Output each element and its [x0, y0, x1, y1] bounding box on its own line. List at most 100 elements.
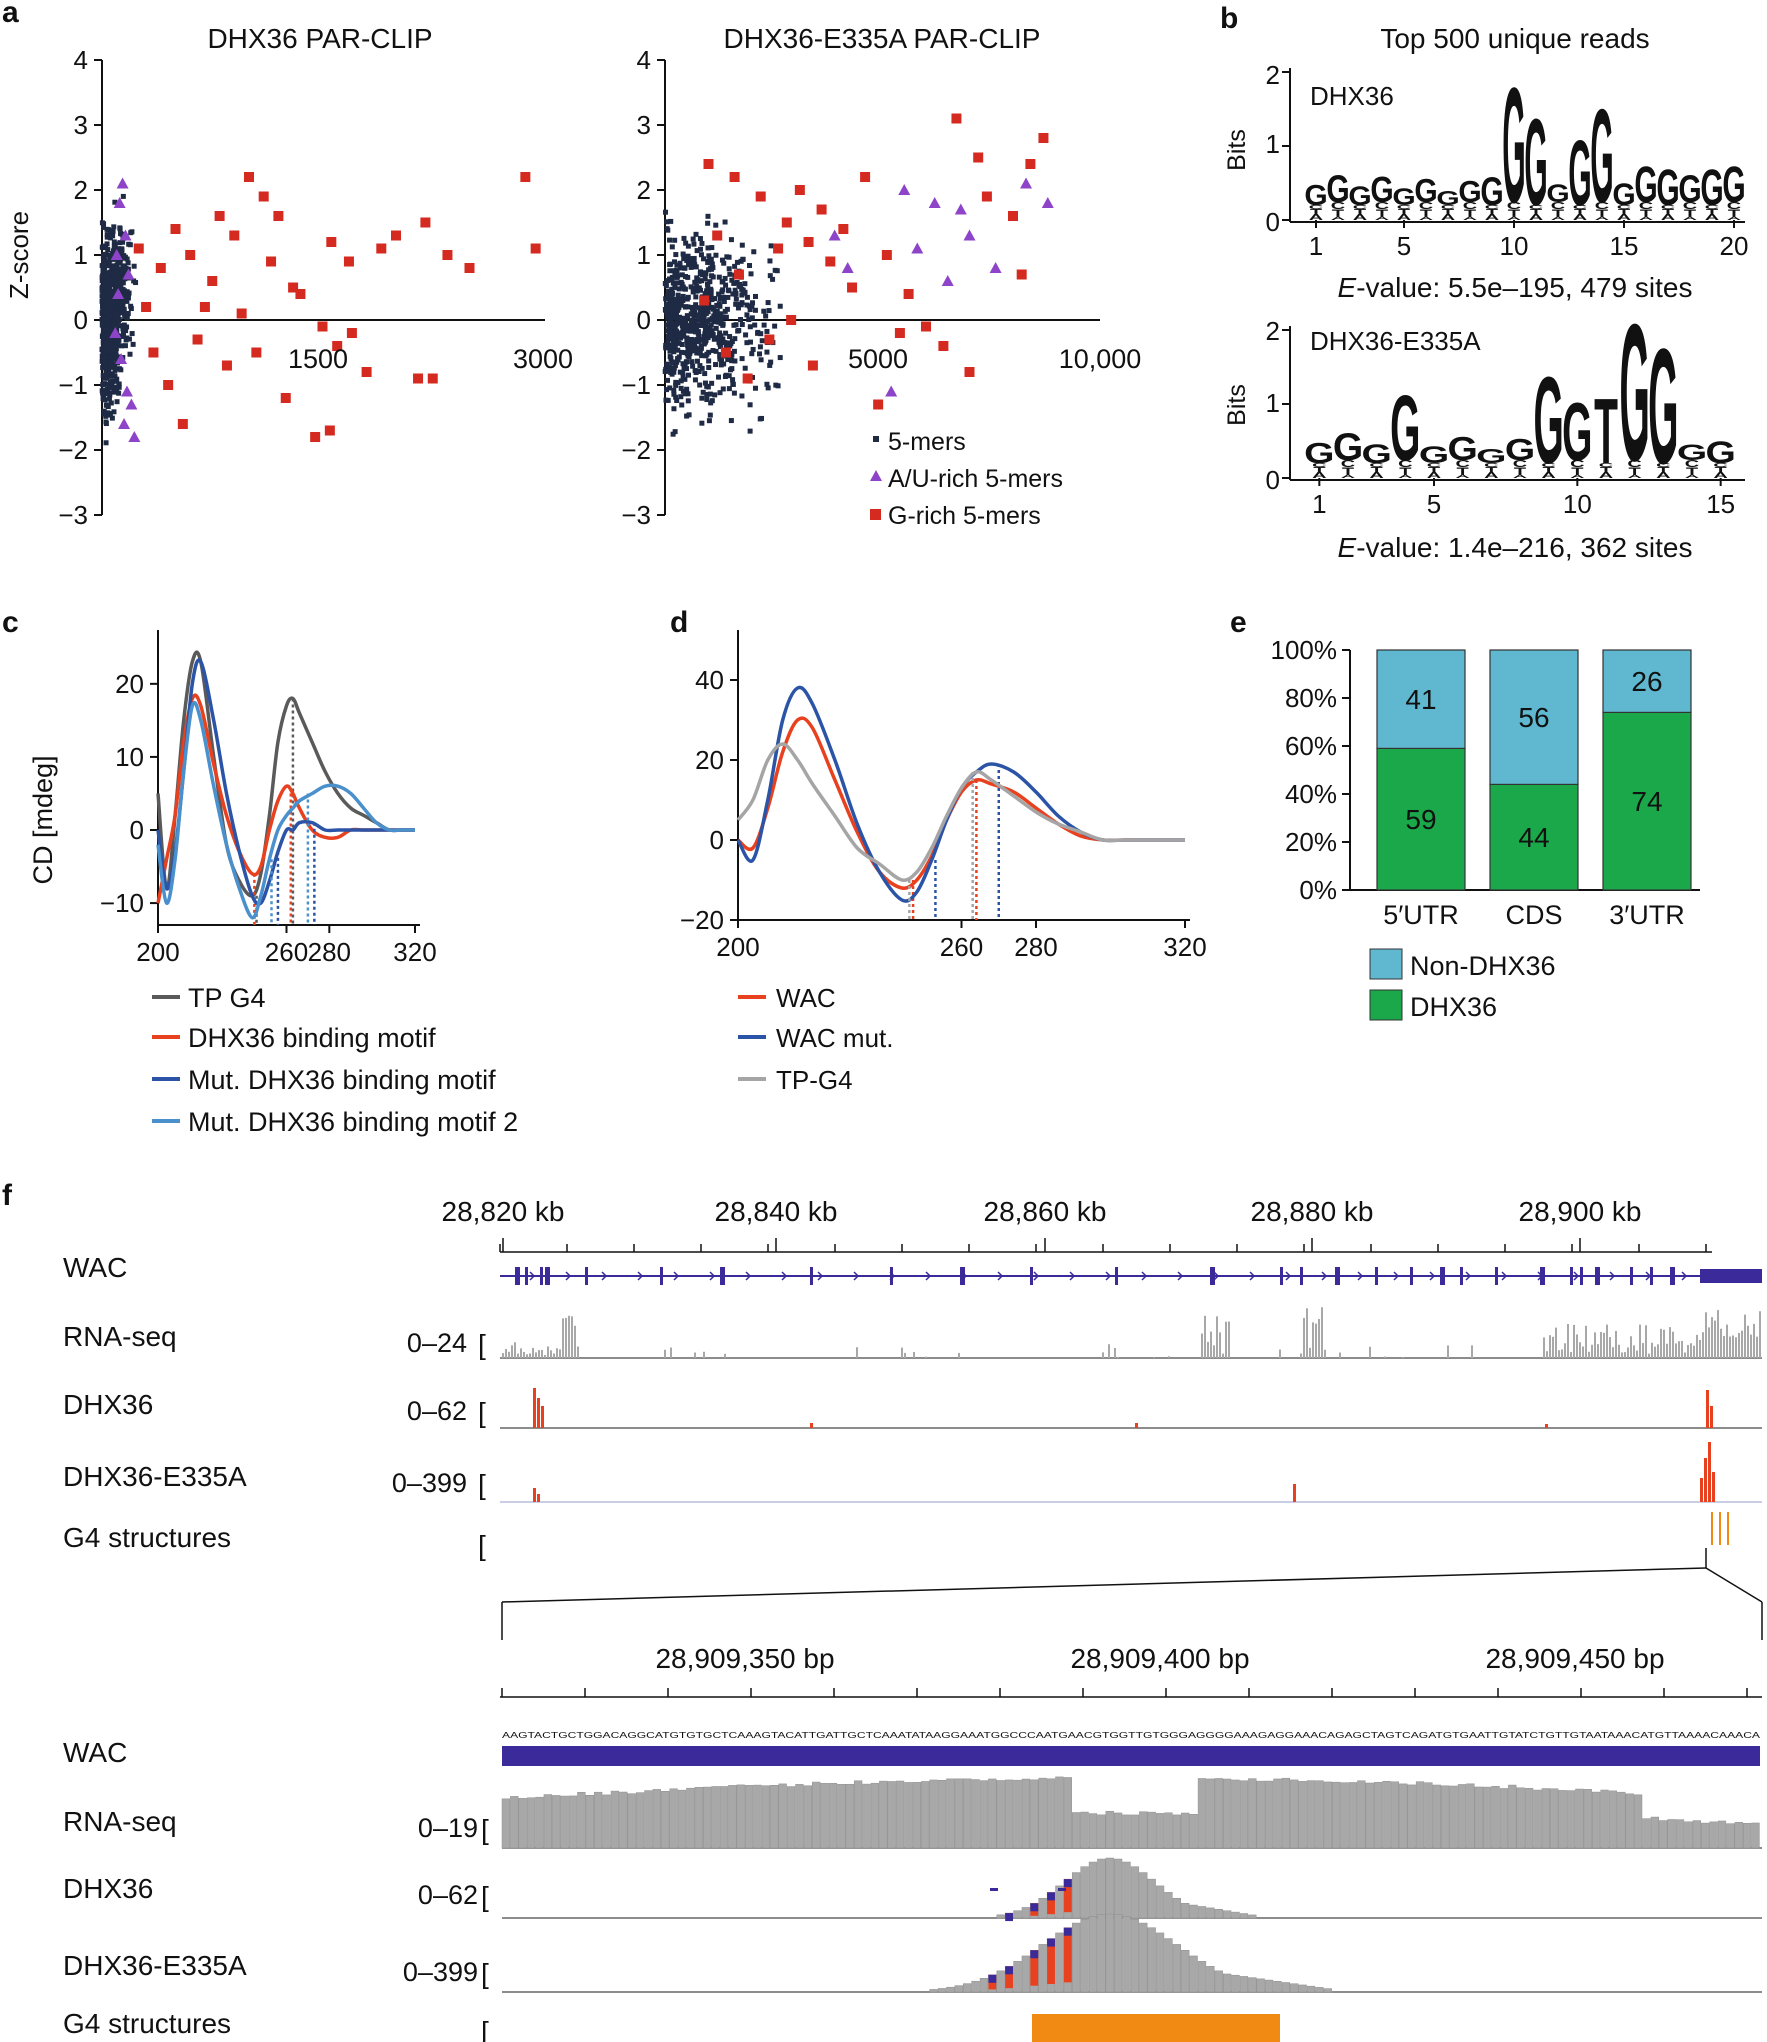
point-5mer [707, 412, 713, 418]
y-tick-label: 0 [1266, 207, 1280, 237]
coverage-bar [1339, 1352, 1341, 1358]
point-g-rich [346, 328, 357, 338]
point-5mer [722, 374, 728, 380]
clip-coverage-bar [1214, 1970, 1223, 1993]
coverage-bar [1648, 1353, 1650, 1358]
zoom-tracks: 28,909,350 bp 28,909,400 bp 28,909,450 bp W… [63, 1548, 1763, 2042]
y-tick-label: 1 [74, 240, 88, 270]
point-g-rich [288, 282, 299, 293]
coverage-bar [1693, 1345, 1695, 1358]
point-5mer [684, 296, 690, 302]
point-5mer [719, 289, 725, 295]
coordinate-label: 28,909,400 bp [1070, 1643, 1249, 1674]
coverage-bar [1256, 1780, 1265, 1849]
coverage-bar [1306, 1780, 1316, 1849]
point-5mer [713, 222, 719, 228]
clip-coverage-bar [1139, 1872, 1148, 1919]
logo-letter: A [1683, 217, 1698, 222]
coverage-bar [1225, 1321, 1227, 1358]
logo-letter: C [1727, 201, 1741, 212]
point-g-rich [229, 230, 240, 241]
point-5mer [668, 369, 674, 375]
x-tick-label: 280 [1014, 932, 1057, 962]
strand-arrow [1501, 1271, 1508, 1281]
y-ticks: 4 3 2 1 0 −1 −2 −3 [621, 45, 665, 530]
clip-mutation-bar [1047, 1892, 1055, 1915]
point-g-rich [951, 113, 962, 124]
coverage-bar [901, 1347, 903, 1358]
point-g-rich [207, 276, 218, 286]
point-5mer [106, 284, 112, 290]
logo-letter: C [1595, 201, 1609, 212]
coverage-bar [1309, 1347, 1311, 1358]
point-5mer [706, 253, 712, 259]
coverage-bar [711, 1786, 720, 1849]
strand-arrow [961, 1271, 968, 1281]
coverage-bar [845, 1783, 854, 1849]
coordinate-label: 28,909,450 bp [1485, 1643, 1664, 1674]
point-5mer [717, 344, 723, 350]
point-5mer [669, 304, 675, 310]
point-5mer [102, 303, 108, 309]
point-5mer [693, 294, 699, 300]
point-5mer [700, 308, 706, 314]
point-5mer [767, 258, 773, 264]
zoom-connector [1705, 1567, 1763, 1603]
point-5mer [719, 279, 725, 285]
point-5mer [107, 257, 113, 263]
point-5mer [699, 365, 705, 371]
coverage-bar [1499, 1788, 1509, 1849]
logo-letter: C [1656, 462, 1671, 468]
coverage-bar [1608, 1790, 1618, 1849]
coverage-bar [1684, 1821, 1693, 1849]
logo-letter: A [1705, 213, 1719, 222]
clip-coverage-bar [1155, 1885, 1165, 1919]
coverage-bar [1639, 1324, 1641, 1358]
point-5mer [733, 301, 739, 307]
point-5mer [710, 348, 716, 354]
point-5mer [752, 307, 758, 313]
strand-arrow [1573, 1271, 1580, 1281]
logo-letter: C [1705, 204, 1720, 210]
point-5mer [704, 397, 710, 403]
point-5mer [109, 344, 115, 350]
point-5mer [705, 245, 711, 251]
point-5mer [699, 395, 705, 401]
point-5mer [112, 271, 118, 277]
point-5mer [689, 305, 695, 311]
logo-letter: T [1313, 466, 1326, 474]
strand-arrow [1645, 1271, 1652, 1281]
coverage-bar [1102, 1352, 1104, 1358]
point-5mer [681, 286, 687, 292]
x-tick-label: 200 [716, 932, 759, 962]
point-5mer [682, 391, 688, 397]
point-5mer [765, 385, 771, 391]
clip-peak [533, 1488, 536, 1502]
point-5mer [102, 353, 108, 359]
point-5mer [679, 402, 685, 408]
point-au-rich [954, 203, 967, 215]
gene-exon [540, 1267, 543, 1285]
point-5mer [663, 296, 669, 302]
coverage-bar [1373, 1782, 1383, 1849]
point-5mer [107, 412, 113, 418]
coverage-bar [724, 1353, 726, 1358]
point-5mer [682, 304, 688, 310]
bar-value-label: 26 [1631, 666, 1662, 697]
gene-exon [1650, 1267, 1653, 1285]
scatter-legend: 5-mers A/U-rich 5-mers G-rich 5-mers [870, 428, 1063, 530]
x-tick-label: 20 [1720, 231, 1749, 261]
bar-non-dhx36 [1376, 649, 1466, 750]
coverage-bar [996, 1780, 1005, 1849]
clip-coverage-bar [1172, 1944, 1181, 1993]
point-5mer [708, 333, 714, 339]
clip-coverage-bar [996, 1970, 1005, 1993]
point-5mer [735, 305, 741, 311]
sequence-logos: Top 500 unique reads DHX36 Bits ATCGATCG… [1223, 23, 1748, 563]
coverage-bar [1231, 1779, 1240, 1849]
point-5mer [117, 226, 123, 232]
logo-letter: T [1514, 465, 1526, 478]
clip-coverage-bar [1248, 1977, 1257, 1993]
strand-arrow [1033, 1271, 1040, 1281]
point-5mer [697, 287, 703, 293]
